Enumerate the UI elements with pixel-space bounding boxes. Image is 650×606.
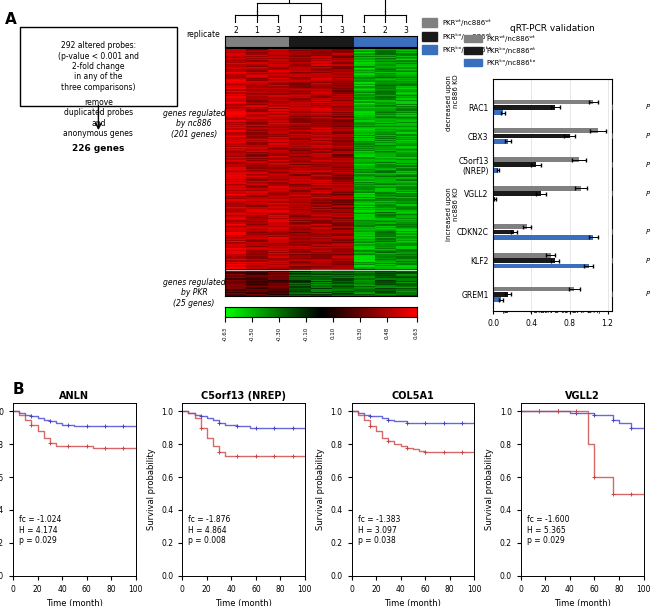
- Text: PKRᵏᵒ/nc886ᵏᵒ: PKRᵏᵒ/nc886ᵏᵒ: [486, 59, 536, 66]
- Title: ANLN: ANLN: [59, 391, 89, 401]
- Text: 226 genes: 226 genes: [72, 144, 125, 153]
- Text: fc = -1.876
H = 4.864
p = 0.008: fc = -1.876 H = 4.864 p = 0.008: [188, 515, 231, 545]
- Text: replicate: replicate: [186, 30, 220, 39]
- Text: B: B: [13, 382, 25, 397]
- Text: PKRᵏᵒ/nc886ʷᵗ: PKRᵏᵒ/nc886ʷᵗ: [486, 47, 536, 54]
- Text: PKRʷᵗ/nc886ʷᵗ: PKRʷᵗ/nc886ʷᵗ: [443, 19, 491, 26]
- Text: relative expression
(2$^{-ΔΔCt}$ relative to GAPDH): relative expression (2$^{-ΔΔCt}$ relativ…: [501, 293, 603, 317]
- X-axis label: Time (month): Time (month): [554, 599, 610, 606]
- Title: VGLL2: VGLL2: [565, 391, 599, 401]
- Bar: [464, 59, 482, 67]
- Text: increased upon
nc886 KO: increased upon nc886 KO: [446, 188, 459, 241]
- Text: genes regulated
by PKR
(25 genes): genes regulated by PKR (25 genes): [162, 278, 226, 308]
- Bar: [464, 47, 482, 55]
- Y-axis label: Survival probability: Survival probability: [316, 448, 325, 530]
- Text: fc = -1.383
H = 3.097
p = 0.038: fc = -1.383 H = 3.097 p = 0.038: [358, 515, 400, 545]
- Y-axis label: Survival probability: Survival probability: [146, 448, 155, 530]
- Text: qRT-PCR validation: qRT-PCR validation: [510, 24, 594, 33]
- Bar: [464, 35, 482, 42]
- Text: PKRʷᵗ/nc886ʷᵗ: PKRʷᵗ/nc886ʷᵗ: [486, 35, 535, 42]
- Bar: [422, 32, 437, 41]
- FancyBboxPatch shape: [20, 27, 177, 105]
- Text: fc = -1.600
H = 5.365
p = 0.029: fc = -1.600 H = 5.365 p = 0.029: [527, 515, 569, 545]
- Bar: [422, 45, 437, 55]
- Bar: [422, 18, 437, 27]
- Title: COL5A1: COL5A1: [391, 391, 434, 401]
- X-axis label: Time (month): Time (month): [46, 599, 103, 606]
- Text: A: A: [5, 12, 16, 27]
- Y-axis label: Survival probability: Survival probability: [485, 448, 494, 530]
- Text: remove
duplicated probes
and
anonymous genes: remove duplicated probes and anonymous g…: [64, 98, 133, 138]
- Text: PKRᵏᵒ/nc886ᵏᵒ: PKRᵏᵒ/nc886ᵏᵒ: [443, 47, 492, 53]
- Text: decreased upon
nc886 KO: decreased upon nc886 KO: [446, 75, 459, 131]
- Title: C5orf13 (NREP): C5orf13 (NREP): [201, 391, 286, 401]
- Text: genes regulated
by nc886
(201 genes): genes regulated by nc886 (201 genes): [162, 109, 226, 139]
- Text: PKRᵏᵒ/nc886ʷᵗ: PKRᵏᵒ/nc886ʷᵗ: [443, 33, 492, 40]
- Text: 292 altered probes:
(p-value < 0.001 and
2-fold change
in any of the
three compa: 292 altered probes: (p-value < 0.001 and…: [58, 41, 139, 92]
- X-axis label: Time (month): Time (month): [215, 599, 272, 606]
- Text: fc = -1.024
H = 4.174
p = 0.029: fc = -1.024 H = 4.174 p = 0.029: [19, 515, 62, 545]
- X-axis label: Time (month): Time (month): [384, 599, 441, 606]
